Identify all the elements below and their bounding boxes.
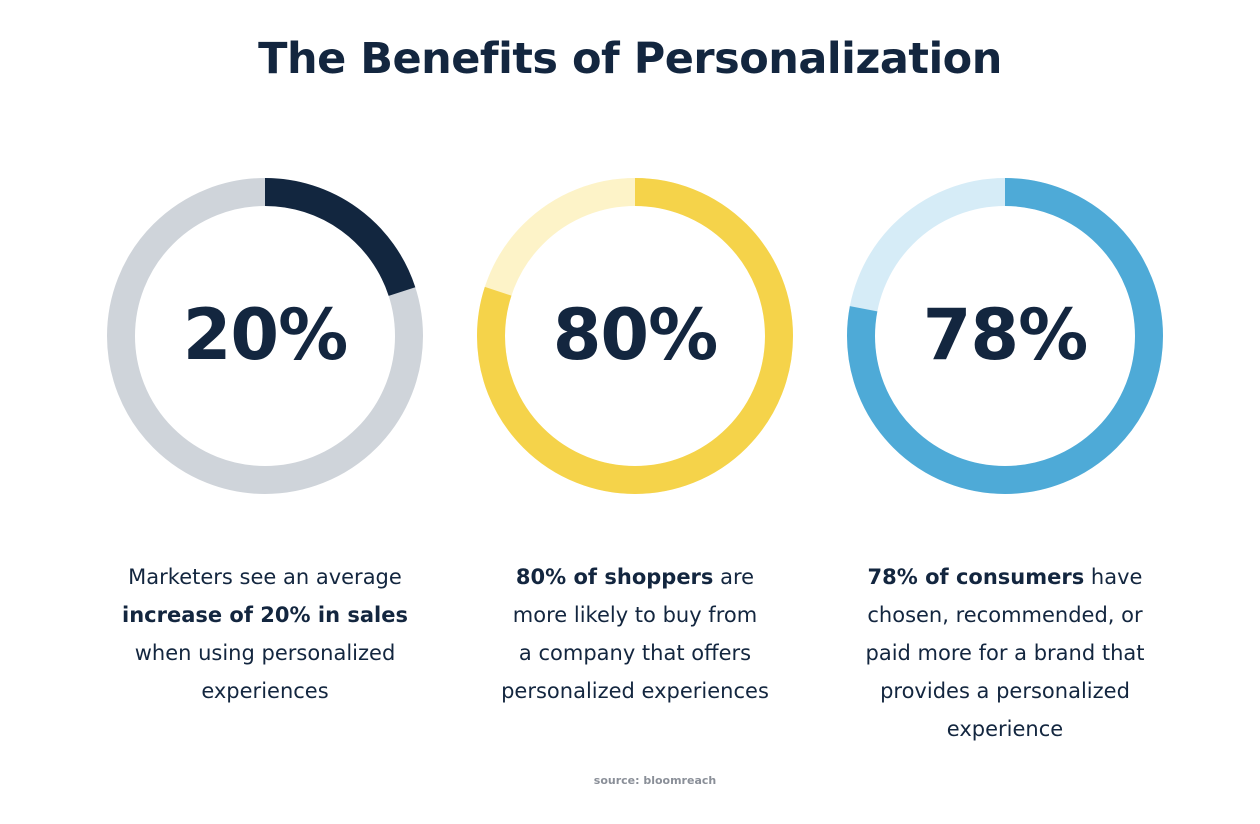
- donut-svg-consumers: [847, 178, 1163, 494]
- big-value-shoppers: 80%: [552, 294, 719, 376]
- description-line: 78% of consumers have: [825, 558, 1185, 596]
- big-value-consumers: 78%: [922, 294, 1089, 376]
- description-bold-phrase: 80% of shoppers: [515, 565, 714, 589]
- description-line: Marketers see an average: [128, 565, 402, 589]
- description-line: when using personalized: [134, 641, 396, 665]
- description-sales: Marketers see an average increase of 20%…: [85, 558, 445, 710]
- donut-fill-shoppers: [477, 178, 793, 494]
- stat-card-sales: 20% Marketers see an average increase of…: [85, 176, 445, 703]
- donut-chart-consumers: 78%: [825, 176, 1185, 498]
- page-title: The Benefits of Personalization: [258, 34, 1002, 84]
- description-line: personalized experiences: [501, 679, 769, 703]
- donut-svg-sales: [107, 178, 423, 494]
- description-line: paid more for a brand that: [865, 641, 1145, 665]
- description-rest: have: [1084, 565, 1143, 589]
- description-line: a company that offers: [518, 641, 752, 665]
- description-line: chosen, recommended, or: [867, 603, 1143, 627]
- description-line-bold: increase of 20% in sales: [122, 603, 408, 627]
- description-bold-phrase: 78% of consumers: [867, 565, 1085, 589]
- donut-fill-sales: [107, 178, 423, 494]
- donut-svg-shoppers: [477, 178, 793, 494]
- description-rest: are: [713, 565, 755, 589]
- donut-fill-consumers: [847, 178, 1163, 494]
- donut-chart-sales: 20%: [85, 176, 445, 498]
- description-line: more likely to buy from: [512, 603, 758, 627]
- donut-chart-shoppers: 80%: [455, 176, 815, 498]
- description-line: experiences: [201, 679, 329, 703]
- big-value-sales: 20%: [182, 294, 349, 376]
- description-line: experience: [946, 717, 1064, 741]
- stat-card-consumers: 78% 78% of consumers have chosen, recomm…: [825, 176, 1185, 741]
- description-consumers: 78% of consumers have chosen, recommende…: [825, 558, 1185, 748]
- description-line: provides a personalized: [880, 679, 1130, 703]
- description-shoppers: 80% of shoppers are more likely to buy f…: [455, 558, 815, 710]
- stat-card-shoppers: 80% 80% of shoppers are more likely to b…: [455, 176, 815, 703]
- source-note: source: bloomreach: [593, 774, 717, 787]
- description-line: 80% of shoppers are: [455, 558, 815, 596]
